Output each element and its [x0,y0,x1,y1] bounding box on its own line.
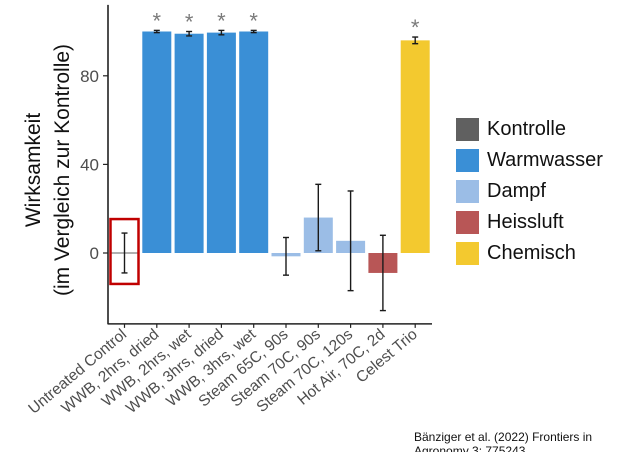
bar-3 [206,32,236,253]
bar-9 [400,40,430,253]
significance-marker-9: * [411,15,420,40]
legend-swatch-1 [456,149,479,172]
legend-item-1: Warmwasser [456,145,603,176]
y-tick-label-1: 40 [80,155,99,174]
legend-label-2: Dampf [487,180,546,202]
significance-marker-1: * [153,8,162,33]
legend-item-0: Kontrolle [456,114,603,145]
legend-item-3: Heissluft [456,207,603,238]
legend-swatch-4 [456,242,479,265]
y-axis-title-line2: (im Vergleich zur Kontrolle) [51,44,74,296]
legend-swatch-0 [456,118,479,141]
y-axis-title-line1: Wirksamkeit [22,113,45,227]
legend-label-3: Heissluft [487,211,564,233]
bar-1 [142,31,172,253]
y-tick-label-2: 80 [80,67,99,86]
legend-label-4: Chemisch [487,242,576,264]
legend-item-2: Dampf [456,176,603,207]
bar-2 [174,33,204,254]
y-tick-label-0: 0 [90,244,99,263]
significance-marker-2: * [185,10,194,35]
bar-4 [239,31,269,253]
legend-label-1: Warmwasser [487,149,603,171]
legend-swatch-3 [456,211,479,234]
y-axis-title: Wirksamkeit (im Vergleich zur Kontrolle) [22,44,74,296]
control-highlight-box [109,217,140,286]
source-credit: Bänziger et al. (2022) Frontiers in Agro… [414,430,593,452]
significance-marker-4: * [249,8,258,33]
legend: Kontrolle Warmwasser Dampf Heissluft Chemisc… [456,114,603,269]
legend-swatch-2 [456,180,479,203]
significance-marker-3: * [217,8,226,33]
legend-item-4: Chemisch [456,238,603,269]
legend-label-0: Kontrolle [487,118,566,140]
